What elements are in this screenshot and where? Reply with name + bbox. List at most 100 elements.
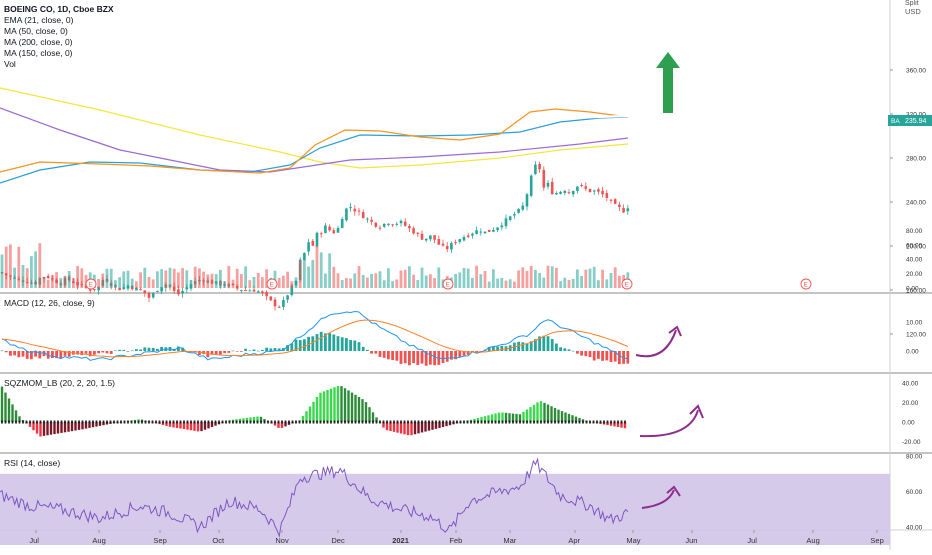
sqzmom-bar [39,422,42,437]
sqzmom-legend[interactable]: SQZMOM_LB (20, 2, 20, 1.5) [4,378,116,388]
sqzmom-bar [361,399,364,422]
macd-legend[interactable]: MACD (12, 26, close, 9) [4,298,95,308]
candle-body [282,299,285,307]
sqzmom-zero-dot [130,420,133,424]
candle-body [143,290,147,294]
ema-legend[interactable]: EMA (21, close, 0) [4,15,74,25]
sqzmom-bar [522,411,525,422]
sqzmom-bar [245,417,249,422]
sqzmom-zero-dot [57,420,59,424]
volume-bar [475,265,478,288]
sqzmom-zero-dot [106,420,108,424]
sqzmom-bar [63,422,67,433]
macd-histogram-bar [252,349,256,351]
sqzmom-zero-dot [193,420,196,424]
macd-histogram-bar [311,336,315,351]
macd-histogram-bar [231,350,235,352]
candle-body [328,226,331,231]
rsi-legend[interactable]: RSI (14, close) [4,458,61,468]
sqzmom-zero-dot [498,420,500,424]
macd-histogram-bar [118,349,121,351]
candle-body [534,164,537,175]
macd-histogram-bar [34,351,37,357]
macd-histogram-bar [534,339,537,351]
sqzmom-bar [494,413,497,422]
macd-histogram-bar [248,350,252,352]
vol-legend[interactable]: Vol [4,59,16,69]
candle-body [525,194,529,207]
sqzmom-zero-dot [501,420,504,424]
sqzmom-bar [168,422,172,427]
volume-bar [542,277,546,288]
volume-bar [46,279,50,288]
macd-histogram-bar [424,351,428,366]
macd-histogram-bar [361,346,365,351]
price-tick-label: 120.00 [906,332,926,339]
ma200-legend[interactable]: MA (200, close, 0) [4,37,73,47]
volume-bar [80,268,84,288]
time-tick-label: Mar [503,536,516,545]
candle-body [513,214,516,216]
candle-body [387,223,390,225]
macd-histogram-bar [42,351,46,357]
sqzmom-zero-dot [372,420,374,424]
sqzmom-bar [200,422,203,432]
macd-histogram-bar [105,351,109,354]
candle-body [529,175,533,196]
sqzmom-zero-dot [92,420,94,424]
macd-histogram-bar [151,347,155,351]
sqzmom-zero-dot [620,420,623,424]
macd-histogram-bar [567,349,571,351]
sqzmom-bar [326,389,329,422]
sqzmom-zero-dot [466,420,469,424]
macd-histogram-bar [298,340,302,351]
volume-bar [391,281,394,288]
sqzmom-bar [392,422,396,432]
sqzmom-bar [543,402,546,422]
sqzmom-zero-dot [190,420,192,424]
sqzmom-bar [375,417,378,422]
sqzmom-bar [609,422,613,426]
ma50-legend[interactable]: MA (50, close, 0) [4,26,68,36]
sqzmom-bar [88,422,91,428]
candle-body [273,299,277,307]
sqzmom-zero-dot [60,420,63,424]
macd-histogram-bar [471,350,474,352]
candle-body [139,289,142,291]
candle-body [508,216,512,220]
volume-bar [429,274,432,288]
sqzmom-bar [35,422,39,434]
candle-body [122,287,126,290]
ma150-legend[interactable]: MA (150, close, 0) [4,48,73,58]
sqzmom-bar [193,422,196,431]
candle-body [97,286,100,291]
symbol-title[interactable]: BOEING CO, 1D, Cboe BZX [4,4,114,14]
rsi-tick-label: 40.00 [906,525,923,532]
volume-bar [471,277,474,288]
sqzmom-bar [84,422,88,429]
macd-histogram-bar [46,351,50,359]
volume-bar [357,266,361,288]
volume-bar [580,276,583,288]
sqzmom-zero-dot [134,420,136,424]
sqzmom-zero-dot [172,420,175,424]
sqzmom-bar [448,422,452,426]
candle-body [290,285,294,296]
sqzmom-bar [560,411,564,422]
sqzmom-zero-dot [22,420,24,424]
sqzmom-zero-dot [29,420,31,424]
sqzmom-bar [445,422,448,427]
candle-body [580,185,583,187]
sqzmom-bar [382,422,385,428]
macd-histogram-bar [345,338,348,351]
macd-histogram-bar [387,351,390,360]
candle-body [592,190,596,192]
sqzmom-zero-dot [547,420,549,424]
sqzmom-zero-dot [113,420,115,424]
sqzmom-bar [441,422,445,428]
sqzmom-zero-dot [263,420,266,424]
volume-bar [4,246,8,288]
macd-histogram-bar [135,349,138,351]
macd-histogram-bar [441,351,445,364]
sqzmom-bar [340,386,343,422]
